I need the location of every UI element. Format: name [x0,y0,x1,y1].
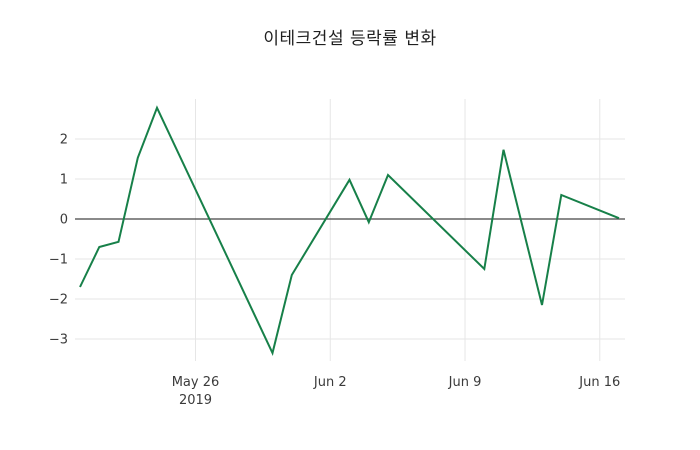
y-tick-label: −2 [49,293,68,308]
y-tick-label: −1 [49,253,68,268]
x-tick-label: Jun 2 [313,375,347,390]
y-tick-label: 2 [60,133,68,148]
x-tick-label: May 26 [172,375,220,390]
x-tick-sublabel: 2019 [179,393,212,408]
y-tick-label: 1 [60,173,68,188]
y-tick-label: 0 [60,213,68,228]
price-change-line [79,105,620,356]
x-tick-label: Jun 9 [448,375,482,390]
y-tick-label: −3 [49,333,68,348]
x-tick-label: Jun 16 [578,375,620,390]
chart-title: 이테크건설 등락률 변화 [263,29,437,49]
